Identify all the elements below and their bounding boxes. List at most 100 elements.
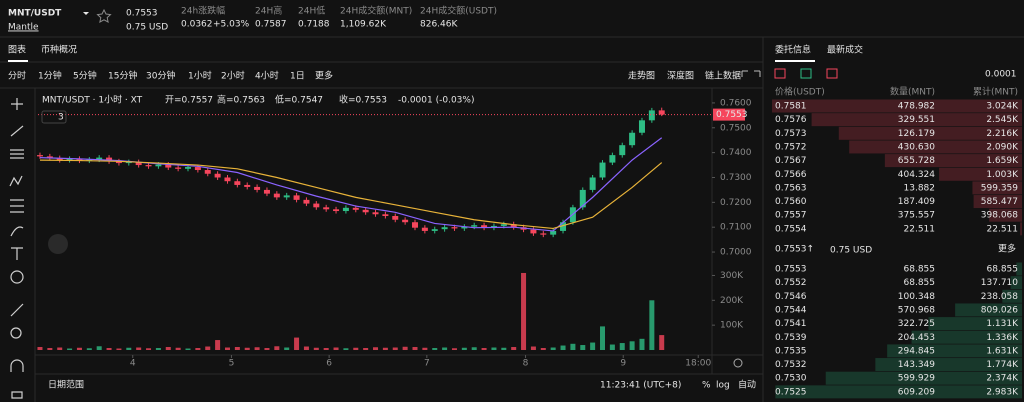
order-price[interactable]: 0.7576: [775, 115, 807, 125]
lock-tool[interactable]: [11, 391, 23, 399]
candle-body: [342, 207, 349, 212]
order-price[interactable]: 0.7532: [775, 360, 807, 370]
volume-bar: [175, 347, 181, 350]
order-price[interactable]: 0.7581: [775, 102, 807, 112]
ohlc-value: 低=0.7547: [275, 94, 323, 106]
order-price[interactable]: 0.7573: [775, 129, 807, 139]
interval[interactable]: 5分钟: [73, 70, 97, 82]
order-cum: 137.710: [981, 278, 1018, 288]
order-price[interactable]: 0.7541: [775, 319, 807, 329]
volume-bar: [521, 272, 527, 350]
order-cum: 238.058: [981, 292, 1018, 302]
volume-bar: [392, 347, 398, 350]
volume-bar: [491, 347, 497, 350]
axis-option[interactable]: %: [702, 381, 711, 391]
ruler-tool[interactable]: [10, 303, 24, 317]
date-range[interactable]: 日期范围: [48, 379, 84, 391]
stat-label: 24H高: [255, 5, 282, 17]
candle-body: [155, 164, 162, 167]
symbol[interactable]: MNT/USDT: [8, 9, 62, 19]
volume-bar: [540, 348, 546, 350]
axis-option[interactable]: log: [716, 381, 730, 391]
chart-tab[interactable]: 图表: [8, 44, 26, 56]
candle-body: [185, 167, 192, 169]
precision[interactable]: 0.0001: [985, 70, 1017, 80]
zoom-tool[interactable]: [10, 327, 22, 339]
order-price[interactable]: 0.7567: [775, 156, 807, 166]
axis-option[interactable]: 自动: [738, 379, 756, 391]
order-price[interactable]: 0.7539: [775, 333, 807, 343]
stat-label: 24H低: [298, 5, 325, 17]
volume-bar: [649, 300, 655, 350]
interval[interactable]: 更多: [315, 70, 333, 82]
order-price[interactable]: 0.7560: [775, 197, 807, 207]
indicator-toggle[interactable]: [41, 110, 67, 124]
order-price[interactable]: 0.7544: [775, 305, 807, 315]
chart-tab[interactable]: 币种概况: [41, 44, 77, 56]
candle-body: [145, 165, 152, 167]
volume-bar: [382, 347, 388, 350]
volume-bar: [609, 344, 615, 350]
layout-both[interactable]: [774, 68, 786, 79]
candle-body: [382, 214, 389, 217]
interval[interactable]: 2小时: [221, 70, 245, 82]
volume-bar: [659, 335, 665, 350]
order-price[interactable]: 0.7525: [775, 387, 807, 397]
view[interactable]: 走势图: [628, 70, 655, 82]
brush-tool[interactable]: [10, 226, 24, 237]
price-tick-label: 0.7100: [720, 223, 752, 233]
depth-bar: [884, 154, 1022, 168]
stat-label: 24h涨跌幅: [181, 5, 225, 17]
crosshair-tool[interactable]: [11, 98, 23, 110]
candle-body: [579, 189, 586, 208]
range-tool[interactable]: [10, 199, 24, 213]
fullscreen-icon[interactable]: [741, 70, 761, 77]
order-price[interactable]: 0.7553: [775, 265, 807, 275]
order-cum: 1.659K: [986, 156, 1019, 166]
layout-asks[interactable]: [826, 68, 838, 79]
emoji-tool[interactable]: [10, 270, 24, 284]
text-tool[interactable]: [11, 247, 23, 260]
interval[interactable]: 1日: [290, 71, 305, 82]
trendline-tool[interactable]: [10, 125, 24, 137]
order-price[interactable]: 0.7566: [775, 170, 807, 180]
volume-bar: [146, 348, 152, 350]
candle-body: [619, 145, 626, 156]
view[interactable]: 深度图: [667, 70, 694, 82]
volume-bar: [136, 347, 142, 350]
depth-bar: [887, 344, 1022, 358]
order-price[interactable]: 0.7572: [775, 142, 807, 152]
depth-bar: [939, 167, 1022, 181]
volume-tick-label: 100K: [720, 321, 744, 331]
volume-bar: [570, 343, 576, 350]
candle-body: [115, 161, 122, 164]
order-price[interactable]: 0.7535: [775, 346, 807, 356]
order-price[interactable]: 0.7552: [775, 278, 807, 288]
settings-icon[interactable]: [733, 358, 743, 368]
pattern-tool[interactable]: [9, 175, 23, 187]
order-price[interactable]: 0.7554: [775, 224, 807, 234]
interval[interactable]: 15分钟: [108, 70, 137, 82]
indicator-count: 3: [58, 113, 64, 123]
favorite-icon[interactable]: [96, 8, 112, 23]
order-price[interactable]: 0.7530: [775, 374, 807, 384]
interval[interactable]: 30分钟: [146, 70, 175, 82]
order-price[interactable]: 0.7563: [775, 183, 807, 193]
view[interactable]: 链上数据: [705, 70, 741, 82]
orderbook-tab[interactable]: 最新成交: [827, 44, 863, 56]
interval[interactable]: 1小时: [188, 70, 212, 82]
orderbook-tab[interactable]: 委托信息: [775, 44, 811, 56]
order-price[interactable]: 0.7557: [775, 211, 807, 221]
price: 0.7553: [126, 9, 158, 19]
fib-tool[interactable]: [10, 149, 24, 159]
interval[interactable]: 4小时: [255, 70, 279, 82]
layout-bids[interactable]: [800, 68, 812, 79]
interval[interactable]: 1分钟: [38, 70, 62, 82]
magnet-tool[interactable]: [10, 359, 24, 372]
orderbook-header: 数量(MNT): [890, 86, 935, 98]
order-price[interactable]: 0.7546: [775, 292, 807, 302]
interval[interactable]: 分时: [8, 70, 26, 82]
depth-bar: [838, 126, 1022, 140]
more-link[interactable]: 更多: [998, 243, 1016, 255]
symbol-dropdown[interactable]: [83, 12, 89, 15]
